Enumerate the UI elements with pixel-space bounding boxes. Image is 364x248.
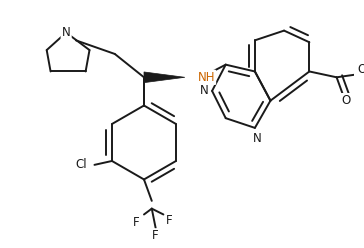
- Text: F: F: [133, 216, 139, 229]
- Text: N: N: [62, 26, 71, 39]
- Text: N: N: [253, 132, 261, 145]
- Polygon shape: [144, 72, 185, 83]
- Text: O: O: [342, 94, 351, 107]
- Text: F: F: [153, 229, 159, 242]
- Text: F: F: [166, 214, 173, 227]
- Text: Cl: Cl: [75, 158, 87, 171]
- Text: NH: NH: [198, 71, 215, 84]
- Text: N: N: [199, 84, 208, 97]
- Text: O: O: [357, 63, 364, 76]
